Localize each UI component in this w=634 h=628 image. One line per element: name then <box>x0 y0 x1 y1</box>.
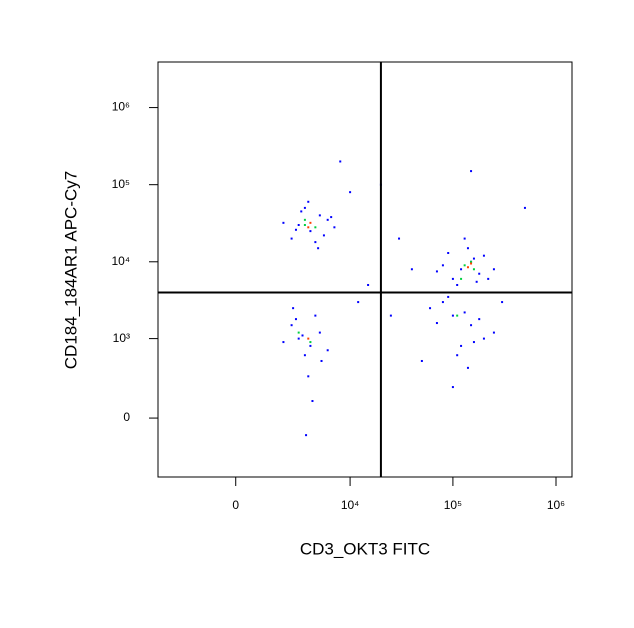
event-point <box>460 277 463 280</box>
event-point <box>501 301 504 304</box>
event-point <box>307 200 310 203</box>
x-tick-label: 10⁴ <box>341 498 360 512</box>
event-point <box>478 272 481 275</box>
event-point <box>307 226 310 229</box>
event-point <box>466 247 469 250</box>
event-point <box>389 314 392 317</box>
event-point <box>305 434 308 437</box>
event-point <box>398 237 401 240</box>
event-point <box>297 337 300 340</box>
event-point <box>282 341 285 344</box>
event-point <box>309 230 312 233</box>
event-point <box>482 337 485 340</box>
event-point <box>466 266 469 269</box>
event-point <box>441 264 444 267</box>
y-tick-label: 10⁶ <box>112 100 130 114</box>
event-point <box>456 283 459 286</box>
event-point <box>451 386 454 389</box>
event-point <box>290 237 293 240</box>
y-tick-label: 0 <box>123 410 130 424</box>
event-point <box>470 262 473 265</box>
event-point <box>300 210 303 213</box>
event-point <box>311 400 314 403</box>
event-point <box>456 354 459 357</box>
event-point <box>309 344 312 347</box>
event-point <box>282 221 285 224</box>
event-point <box>410 268 413 271</box>
event-point <box>307 375 310 378</box>
event-point <box>447 295 450 298</box>
event-point <box>297 331 300 334</box>
event-point <box>482 254 485 257</box>
y-tick-label: 10⁵ <box>112 177 130 191</box>
event-point <box>460 344 463 347</box>
event-point <box>303 218 306 221</box>
event-point <box>320 359 323 362</box>
event-point <box>314 226 317 229</box>
event-point <box>297 223 300 226</box>
event-point <box>466 366 469 369</box>
event-point <box>292 307 295 310</box>
event-point <box>314 314 317 317</box>
event-point <box>367 283 370 286</box>
event-point <box>463 237 466 240</box>
event-point <box>492 331 495 334</box>
event-point <box>301 334 304 337</box>
event-point <box>303 354 306 357</box>
event-point <box>294 318 297 321</box>
event-point <box>451 314 454 317</box>
event-point <box>429 307 432 310</box>
event-point <box>294 228 297 231</box>
event-point <box>420 359 423 362</box>
y-axis-label: CD184_184AR1 APC-Cy7 <box>61 171 80 369</box>
event-point <box>314 241 317 244</box>
event-point <box>470 260 473 263</box>
event-point <box>435 270 438 273</box>
event-point <box>303 206 306 209</box>
event-point <box>472 257 475 260</box>
event-point <box>317 247 320 250</box>
x-tick-label: 0 <box>232 498 239 512</box>
event-point <box>349 191 352 194</box>
event-point <box>487 277 490 280</box>
event-point <box>451 277 454 280</box>
event-point <box>290 324 293 327</box>
event-point <box>303 223 306 226</box>
event-point <box>318 214 321 217</box>
y-tick-label: 10³ <box>113 331 130 345</box>
event-point <box>330 216 333 219</box>
event-point <box>309 221 312 224</box>
event-point <box>463 264 466 267</box>
event-point <box>339 160 342 163</box>
y-tick-label: 10⁴ <box>111 254 130 268</box>
event-point <box>322 234 325 237</box>
event-point <box>470 170 473 173</box>
event-point <box>326 349 329 352</box>
event-point <box>435 322 438 325</box>
event-point <box>441 301 444 304</box>
event-point <box>460 268 463 271</box>
x-axis-label: CD3_OKT3 FITC <box>300 539 430 558</box>
event-point <box>456 314 459 317</box>
event-point <box>475 280 478 283</box>
event-point <box>318 331 321 334</box>
event-point <box>333 226 336 229</box>
event-point <box>447 252 450 255</box>
event-point <box>326 218 329 221</box>
event-point <box>492 268 495 271</box>
plot-frame <box>157 61 573 478</box>
event-point <box>523 206 526 209</box>
x-tick-label: 10⁵ <box>444 498 462 512</box>
event-point <box>307 337 310 340</box>
event-point <box>478 318 481 321</box>
x-tick-label: 10⁶ <box>547 498 565 512</box>
event-point <box>472 341 475 344</box>
event-point <box>463 311 466 314</box>
event-point <box>309 341 312 344</box>
event-point <box>357 301 360 304</box>
event-point <box>472 268 475 271</box>
event-point <box>470 324 473 327</box>
